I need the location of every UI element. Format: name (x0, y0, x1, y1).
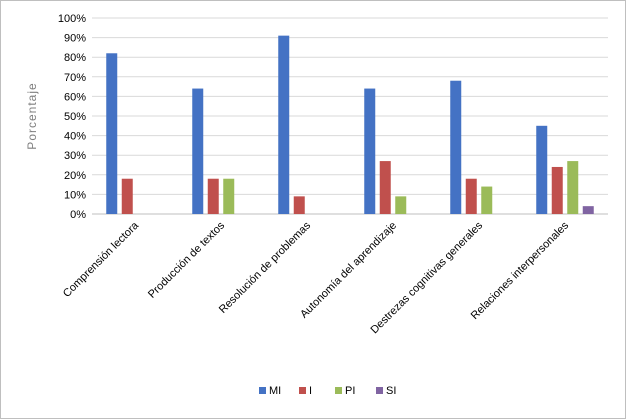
y-tick-label: 90% (64, 33, 86, 45)
y-tick-label: 70% (64, 72, 86, 84)
bars (106, 35, 594, 214)
bar-i-1 (207, 178, 219, 214)
legend: MI I PI SI (259, 385, 396, 397)
y-axis-label: Porcentaje (25, 82, 39, 149)
bar-si-5 (582, 206, 594, 214)
x-axis: Comprensión lectora Producción de textosR… (61, 219, 572, 336)
bar-i-5 (551, 166, 563, 214)
x-category-label: Comprensión lectora (61, 219, 142, 300)
bar-pi-3 (395, 196, 407, 214)
legend-label-mi: MI (269, 385, 281, 397)
y-tick-label: 10% (64, 189, 86, 201)
bar-mi-3 (364, 88, 376, 214)
bar-mi-1 (192, 88, 204, 214)
y-tick-label: 20% (64, 170, 86, 182)
bar-mi-5 (536, 125, 548, 214)
y-tick-label: 30% (64, 150, 86, 162)
gridlines (92, 17, 608, 215)
legend-swatch-si (376, 387, 383, 394)
legend-label-pi: PI (345, 385, 355, 397)
y-tick-label: 60% (64, 91, 86, 103)
y-axis: 0% 10% 20% 30% 40% 50% 60% 70% 80% 90% 100% (58, 13, 86, 221)
bar-pi-4 (481, 186, 493, 214)
bar-mi-4 (450, 80, 462, 214)
bar-mi-2 (278, 35, 290, 214)
x-category-label: Producción de textos (146, 219, 227, 300)
bar-pi-5 (567, 161, 579, 214)
x-category-label: Resolución de problemas (217, 219, 314, 316)
bar-i-0 (121, 178, 133, 214)
y-tick-label: 100% (58, 13, 86, 25)
bar-i-2 (293, 196, 305, 214)
y-tick-label: 40% (64, 131, 86, 143)
legend-swatch-i (299, 387, 306, 394)
legend-label-si: SI (386, 385, 396, 397)
y-tick-label: 80% (64, 52, 86, 64)
bar-i-4 (465, 178, 477, 214)
bar-mi-0 (106, 53, 118, 214)
legend-swatch-pi (335, 387, 342, 394)
legend-swatch-mi (259, 387, 266, 394)
y-tick-label: 50% (64, 111, 86, 123)
x-category-label: Relaciones interpersonales (469, 219, 572, 322)
legend-label-i: I (309, 385, 312, 397)
bar-i-3 (379, 161, 391, 214)
bar-pi-1 (223, 178, 235, 214)
x-category-label: Autonomía del aprendizaje (298, 220, 399, 321)
y-tick-label: 0% (70, 209, 86, 221)
